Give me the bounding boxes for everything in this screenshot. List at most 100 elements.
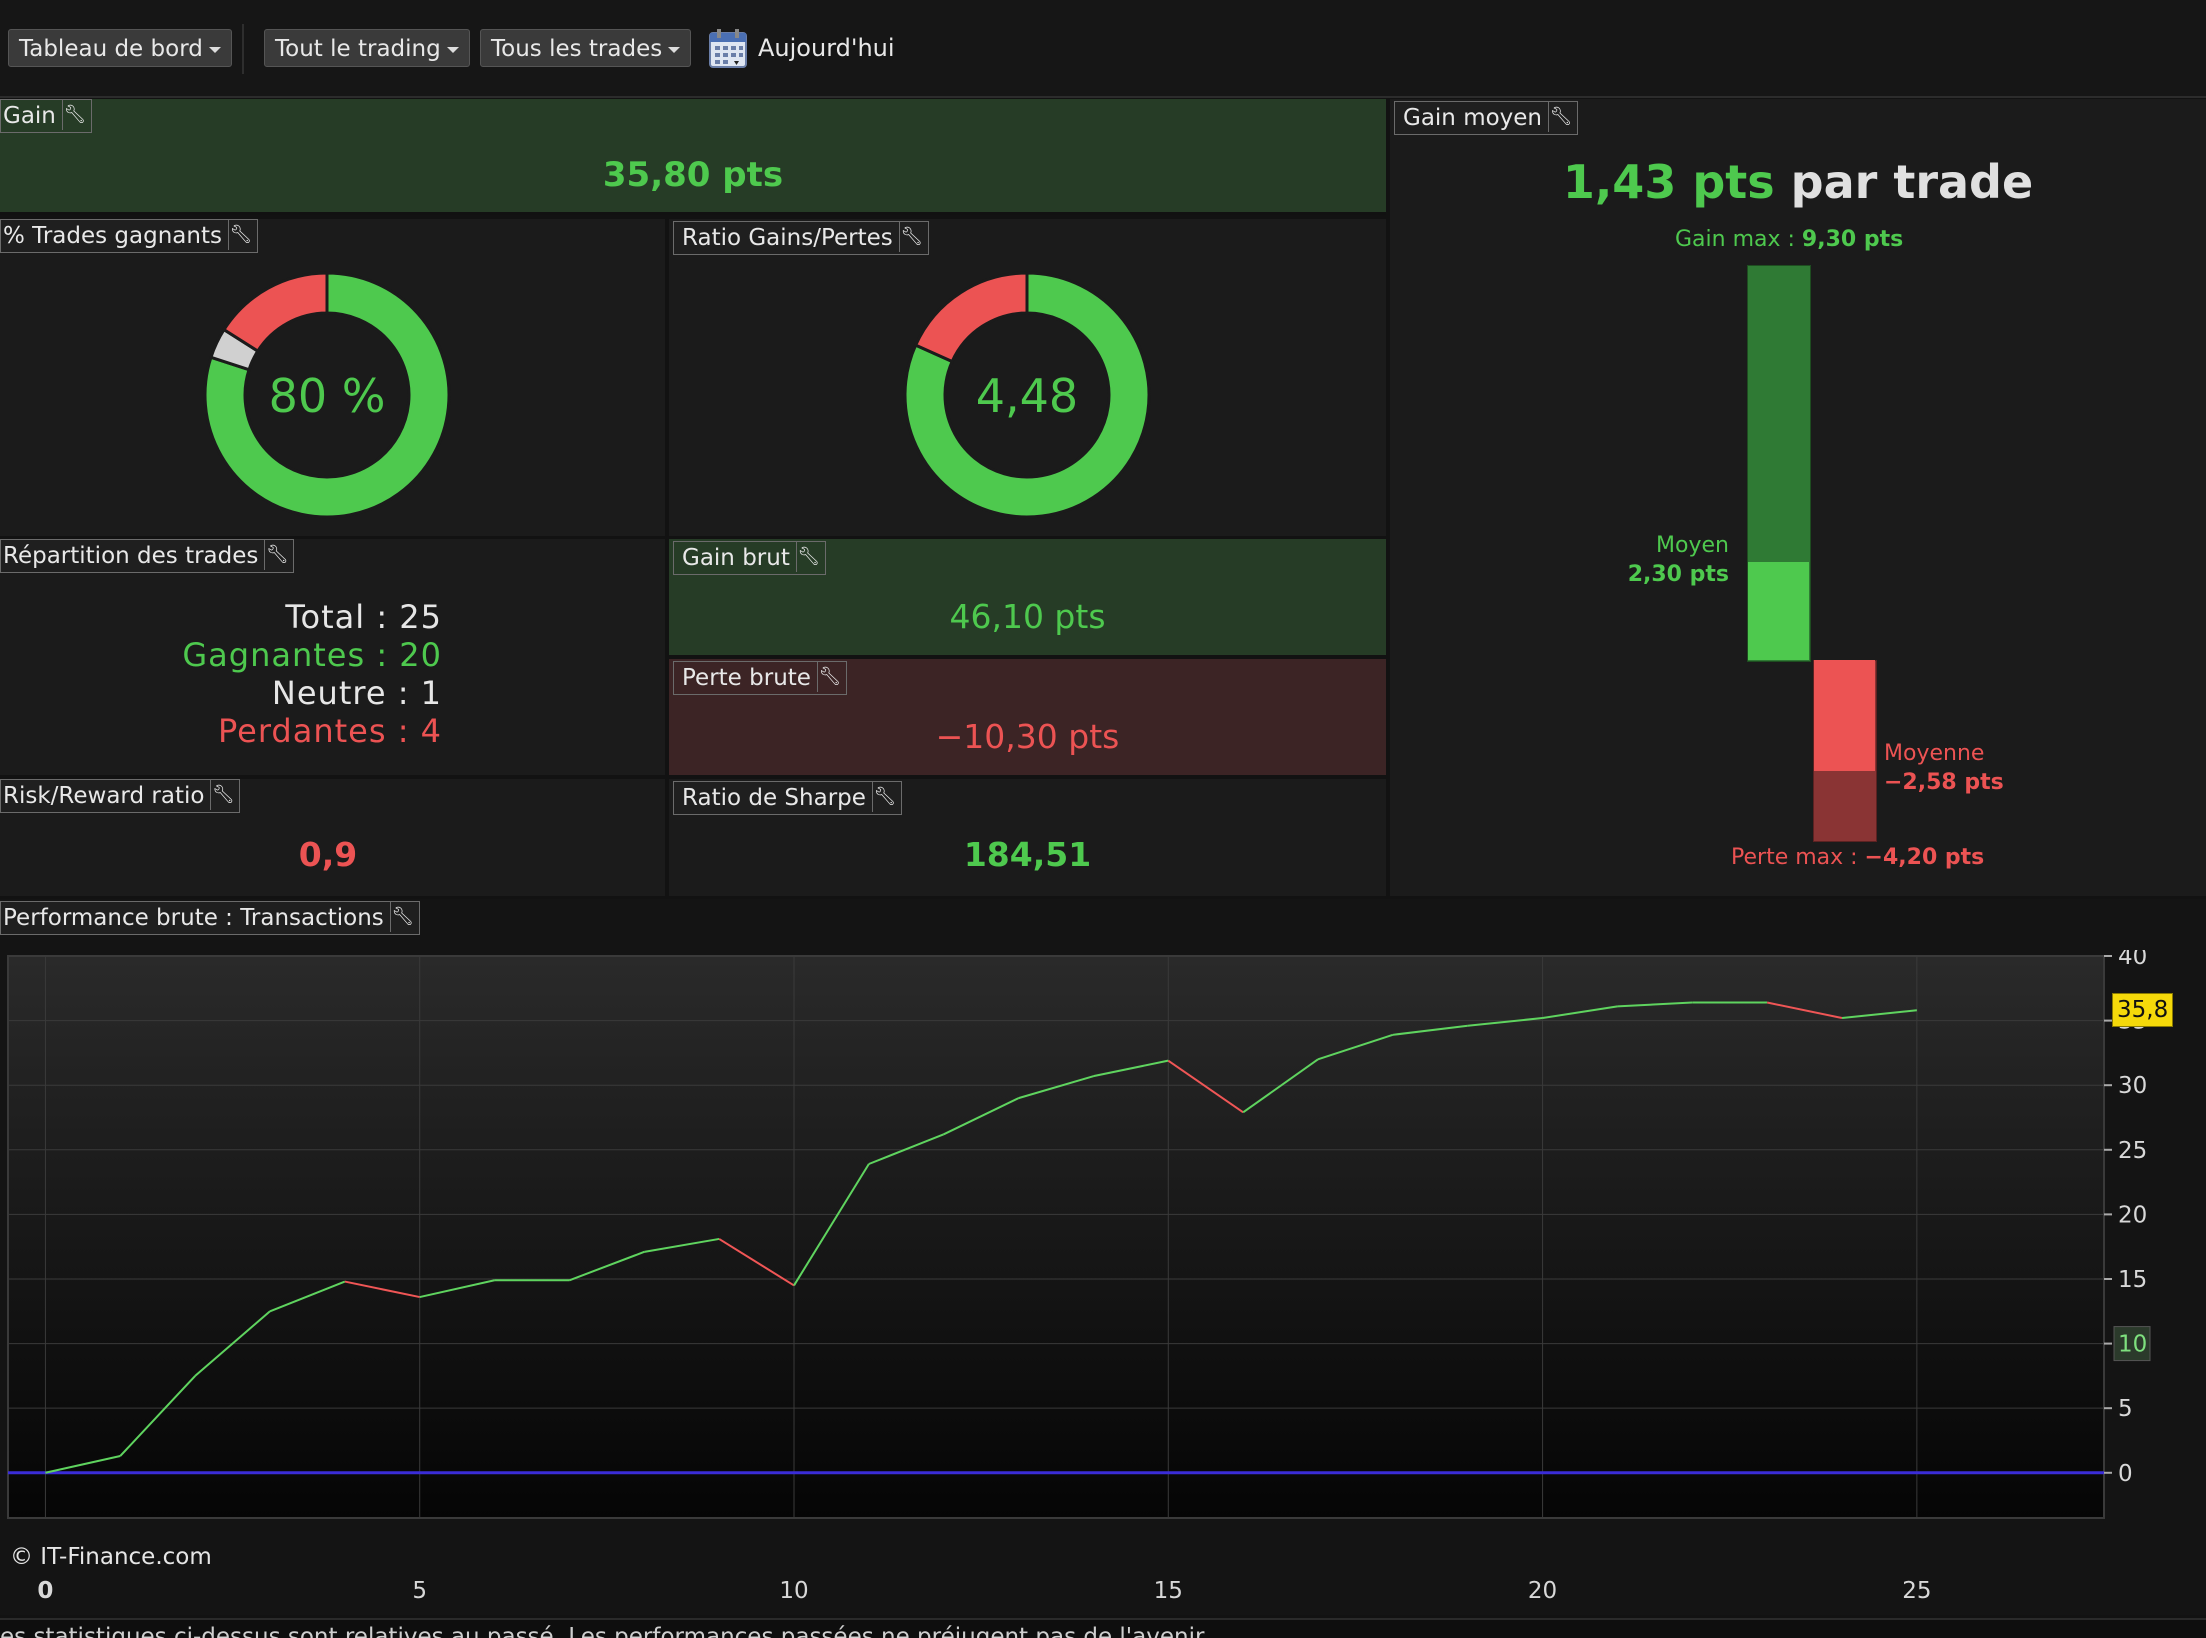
gain-segment bbox=[943, 1097, 1020, 1136]
winning-pct-value: 80 % bbox=[268, 369, 386, 423]
loss-segment bbox=[1766, 1001, 1843, 1019]
trading-scope-label: Tout le trading bbox=[275, 36, 441, 62]
wrench-icon[interactable]: 🔧︎ bbox=[264, 540, 289, 570]
gain-segment bbox=[793, 1163, 870, 1286]
gain-segment bbox=[269, 1280, 346, 1313]
trades-filter-dropdown[interactable]: Tous les trades bbox=[480, 29, 692, 67]
disclaimer-text: es statistiques ci-dessus sont relatives… bbox=[0, 1624, 1210, 1638]
gain-loss-ratio-panel: Ratio Gains/Pertes 🔧︎ 4,48 bbox=[669, 219, 1386, 536]
gain-moyen-panel: Gain moyen 🔧︎ 1,43 pts par trade Gain max… bbox=[1390, 99, 2206, 896]
panel-title[interactable]: Risk/Reward ratio 🔧︎ bbox=[0, 779, 241, 813]
gain-segment bbox=[644, 1237, 720, 1253]
y-tick-label: 0 bbox=[2118, 1461, 2133, 1487]
wrench-icon[interactable]: 🔧︎ bbox=[871, 782, 897, 812]
winning-trades-panel: % Trades gagnants 🔧︎ 80 % bbox=[0, 219, 665, 536]
loss-slice bbox=[913, 271, 1029, 364]
panel-title[interactable]: Gain 🔧︎ bbox=[0, 99, 92, 133]
risk-reward-value: 0,9 bbox=[298, 835, 358, 874]
gain-segment bbox=[1841, 1009, 1917, 1020]
toolbar-divider bbox=[242, 24, 244, 74]
last-value-badge: 35,8 bbox=[2112, 993, 2174, 1028]
y-tick-label: 40 bbox=[2118, 950, 2147, 970]
average-loss-label-value: −2,58 pts bbox=[1884, 770, 2004, 795]
gain-loss-bar-chart bbox=[1390, 99, 2206, 896]
wrench-icon[interactable]: 🔧︎ bbox=[1548, 102, 1573, 132]
panel-title[interactable]: Répartition des trades 🔧︎ bbox=[0, 539, 295, 573]
trades-filter-label: Tous les trades bbox=[491, 36, 663, 62]
gain-segment bbox=[1093, 1059, 1169, 1078]
y-tick-label: 20 bbox=[2118, 1202, 2147, 1228]
wrench-icon[interactable]: 🔧︎ bbox=[227, 220, 253, 250]
average-gain-value: 1,43 pts bbox=[1562, 155, 1775, 209]
x-tick-label: 20 bbox=[1527, 1578, 1558, 1604]
panel-title-label: % Trades gagnants bbox=[3, 223, 222, 249]
panel-title-label: Perte brute bbox=[682, 665, 811, 691]
wrench-icon[interactable]: 🔧︎ bbox=[61, 100, 87, 130]
panel-title-label: Ratio de Sharpe bbox=[682, 785, 866, 811]
panel-title[interactable]: Performance brute : Transactions 🔧︎ bbox=[0, 901, 420, 935]
winning-trades-count: Gagnantes : 20 bbox=[182, 636, 442, 674]
gross-loss-value: −10,30 pts bbox=[935, 717, 1120, 756]
dashboard-dropdown-label: Tableau de bord bbox=[19, 36, 203, 62]
panel-title-label: Ratio Gains/Pertes bbox=[682, 225, 893, 251]
y-tick-label: 5 bbox=[2118, 1396, 2133, 1422]
y-tick-label: 15 bbox=[2118, 1267, 2147, 1293]
loss-max-label: Perte max : −4,20 pts bbox=[1731, 845, 1984, 870]
gain-segment bbox=[1617, 1001, 1693, 1008]
y-tick-label: 25 bbox=[2118, 1138, 2147, 1164]
wrench-icon[interactable]: 🔧︎ bbox=[898, 222, 924, 252]
gross-gain-value: 46,10 pts bbox=[949, 597, 1106, 636]
panel-title[interactable]: % Trades gagnants 🔧︎ bbox=[0, 219, 258, 253]
gain-max-value: 9,30 pts bbox=[1801, 227, 1904, 252]
wrench-icon[interactable]: 🔧︎ bbox=[210, 780, 235, 810]
average-gain-bar bbox=[1748, 562, 1809, 660]
gain-segment bbox=[119, 1375, 196, 1457]
panel-title[interactable]: Gain brut 🔧︎ bbox=[673, 541, 826, 575]
panel-title-label: Gain brut bbox=[682, 545, 790, 571]
x-tick-label: 25 bbox=[1902, 1578, 1932, 1604]
panel-title[interactable]: Perte brute 🔧︎ bbox=[673, 661, 847, 695]
panel-title[interactable]: Ratio Gains/Pertes 🔧︎ bbox=[673, 221, 929, 255]
x-tick-label: 5 bbox=[412, 1578, 428, 1604]
top-toolbar: Tableau de bord Tout le trading Tous les… bbox=[0, 0, 2206, 98]
losing-trades-count: Perdantes : 4 bbox=[217, 712, 442, 750]
gain-loss-ratio-value: 4,48 bbox=[975, 369, 1079, 423]
gain-max-text: Gain max : bbox=[1675, 227, 1802, 252]
average-gain-label: Moyen 2,30 pts bbox=[1628, 533, 1729, 587]
risk-reward-panel: Risk/Reward ratio 🔧︎ 0,9 bbox=[0, 779, 665, 896]
neutral-trades-count: Neutre : 1 bbox=[271, 674, 442, 712]
panel-title[interactable]: Ratio de Sharpe 🔧︎ bbox=[673, 781, 902, 815]
footer-bar: es statistiques ci-dessus sont relatives… bbox=[0, 1618, 2206, 1638]
wrench-icon[interactable]: 🔧︎ bbox=[795, 542, 821, 572]
average-loss-label: Moyenne −2,58 pts bbox=[1884, 741, 2004, 795]
gain-segment bbox=[1392, 1024, 1468, 1036]
gain-slice bbox=[903, 271, 1151, 519]
winning-trades-donut bbox=[203, 271, 451, 519]
dashboard-dropdown[interactable]: Tableau de bord bbox=[8, 29, 232, 67]
wrench-icon[interactable]: 🔧︎ bbox=[389, 902, 415, 932]
gain-segment bbox=[1542, 1005, 1618, 1020]
average-gain-label-value: 2,30 pts bbox=[1627, 562, 1729, 587]
total-trades: Total : 25 bbox=[285, 598, 442, 636]
gross-loss-panel: Perte brute 🔧︎ −10,30 pts bbox=[669, 659, 1386, 775]
calendar-icon bbox=[709, 29, 747, 68]
panel-title-label: Risk/Reward ratio bbox=[3, 783, 205, 809]
average-loss-label-text: Moyenne bbox=[1884, 741, 1985, 766]
wrench-icon[interactable]: 🔧︎ bbox=[816, 662, 842, 692]
performance-line-chart[interactable]: 0510152025303540 bbox=[0, 950, 2206, 1570]
gain-value: 35,80 pts bbox=[602, 155, 784, 195]
panel-title-label: Performance brute : Transactions bbox=[3, 905, 384, 931]
trading-scope-dropdown[interactable]: Tout le trading bbox=[264, 29, 470, 67]
gain-max-label: Gain max : 9,30 pts bbox=[1675, 227, 1903, 252]
x-tick-label: 10 bbox=[779, 1578, 809, 1604]
trade-distribution-panel: Répartition des trades 🔧︎ Total : 25 Gagn… bbox=[0, 539, 665, 775]
gain-segment bbox=[1018, 1075, 1094, 1100]
gain-segment bbox=[194, 1310, 271, 1377]
panel-title-label: Répartition des trades bbox=[3, 543, 259, 569]
date-range-label: Aujourd'hui bbox=[758, 34, 895, 62]
y-tick-label: 10 bbox=[2118, 1332, 2147, 1358]
panel-title[interactable]: Gain moyen 🔧︎ bbox=[1394, 101, 1579, 135]
average-loss-bar bbox=[1814, 660, 1875, 771]
gain-segment bbox=[1242, 1058, 1319, 1114]
gross-gain-panel: Gain brut 🔧︎ 46,10 pts bbox=[669, 539, 1386, 655]
